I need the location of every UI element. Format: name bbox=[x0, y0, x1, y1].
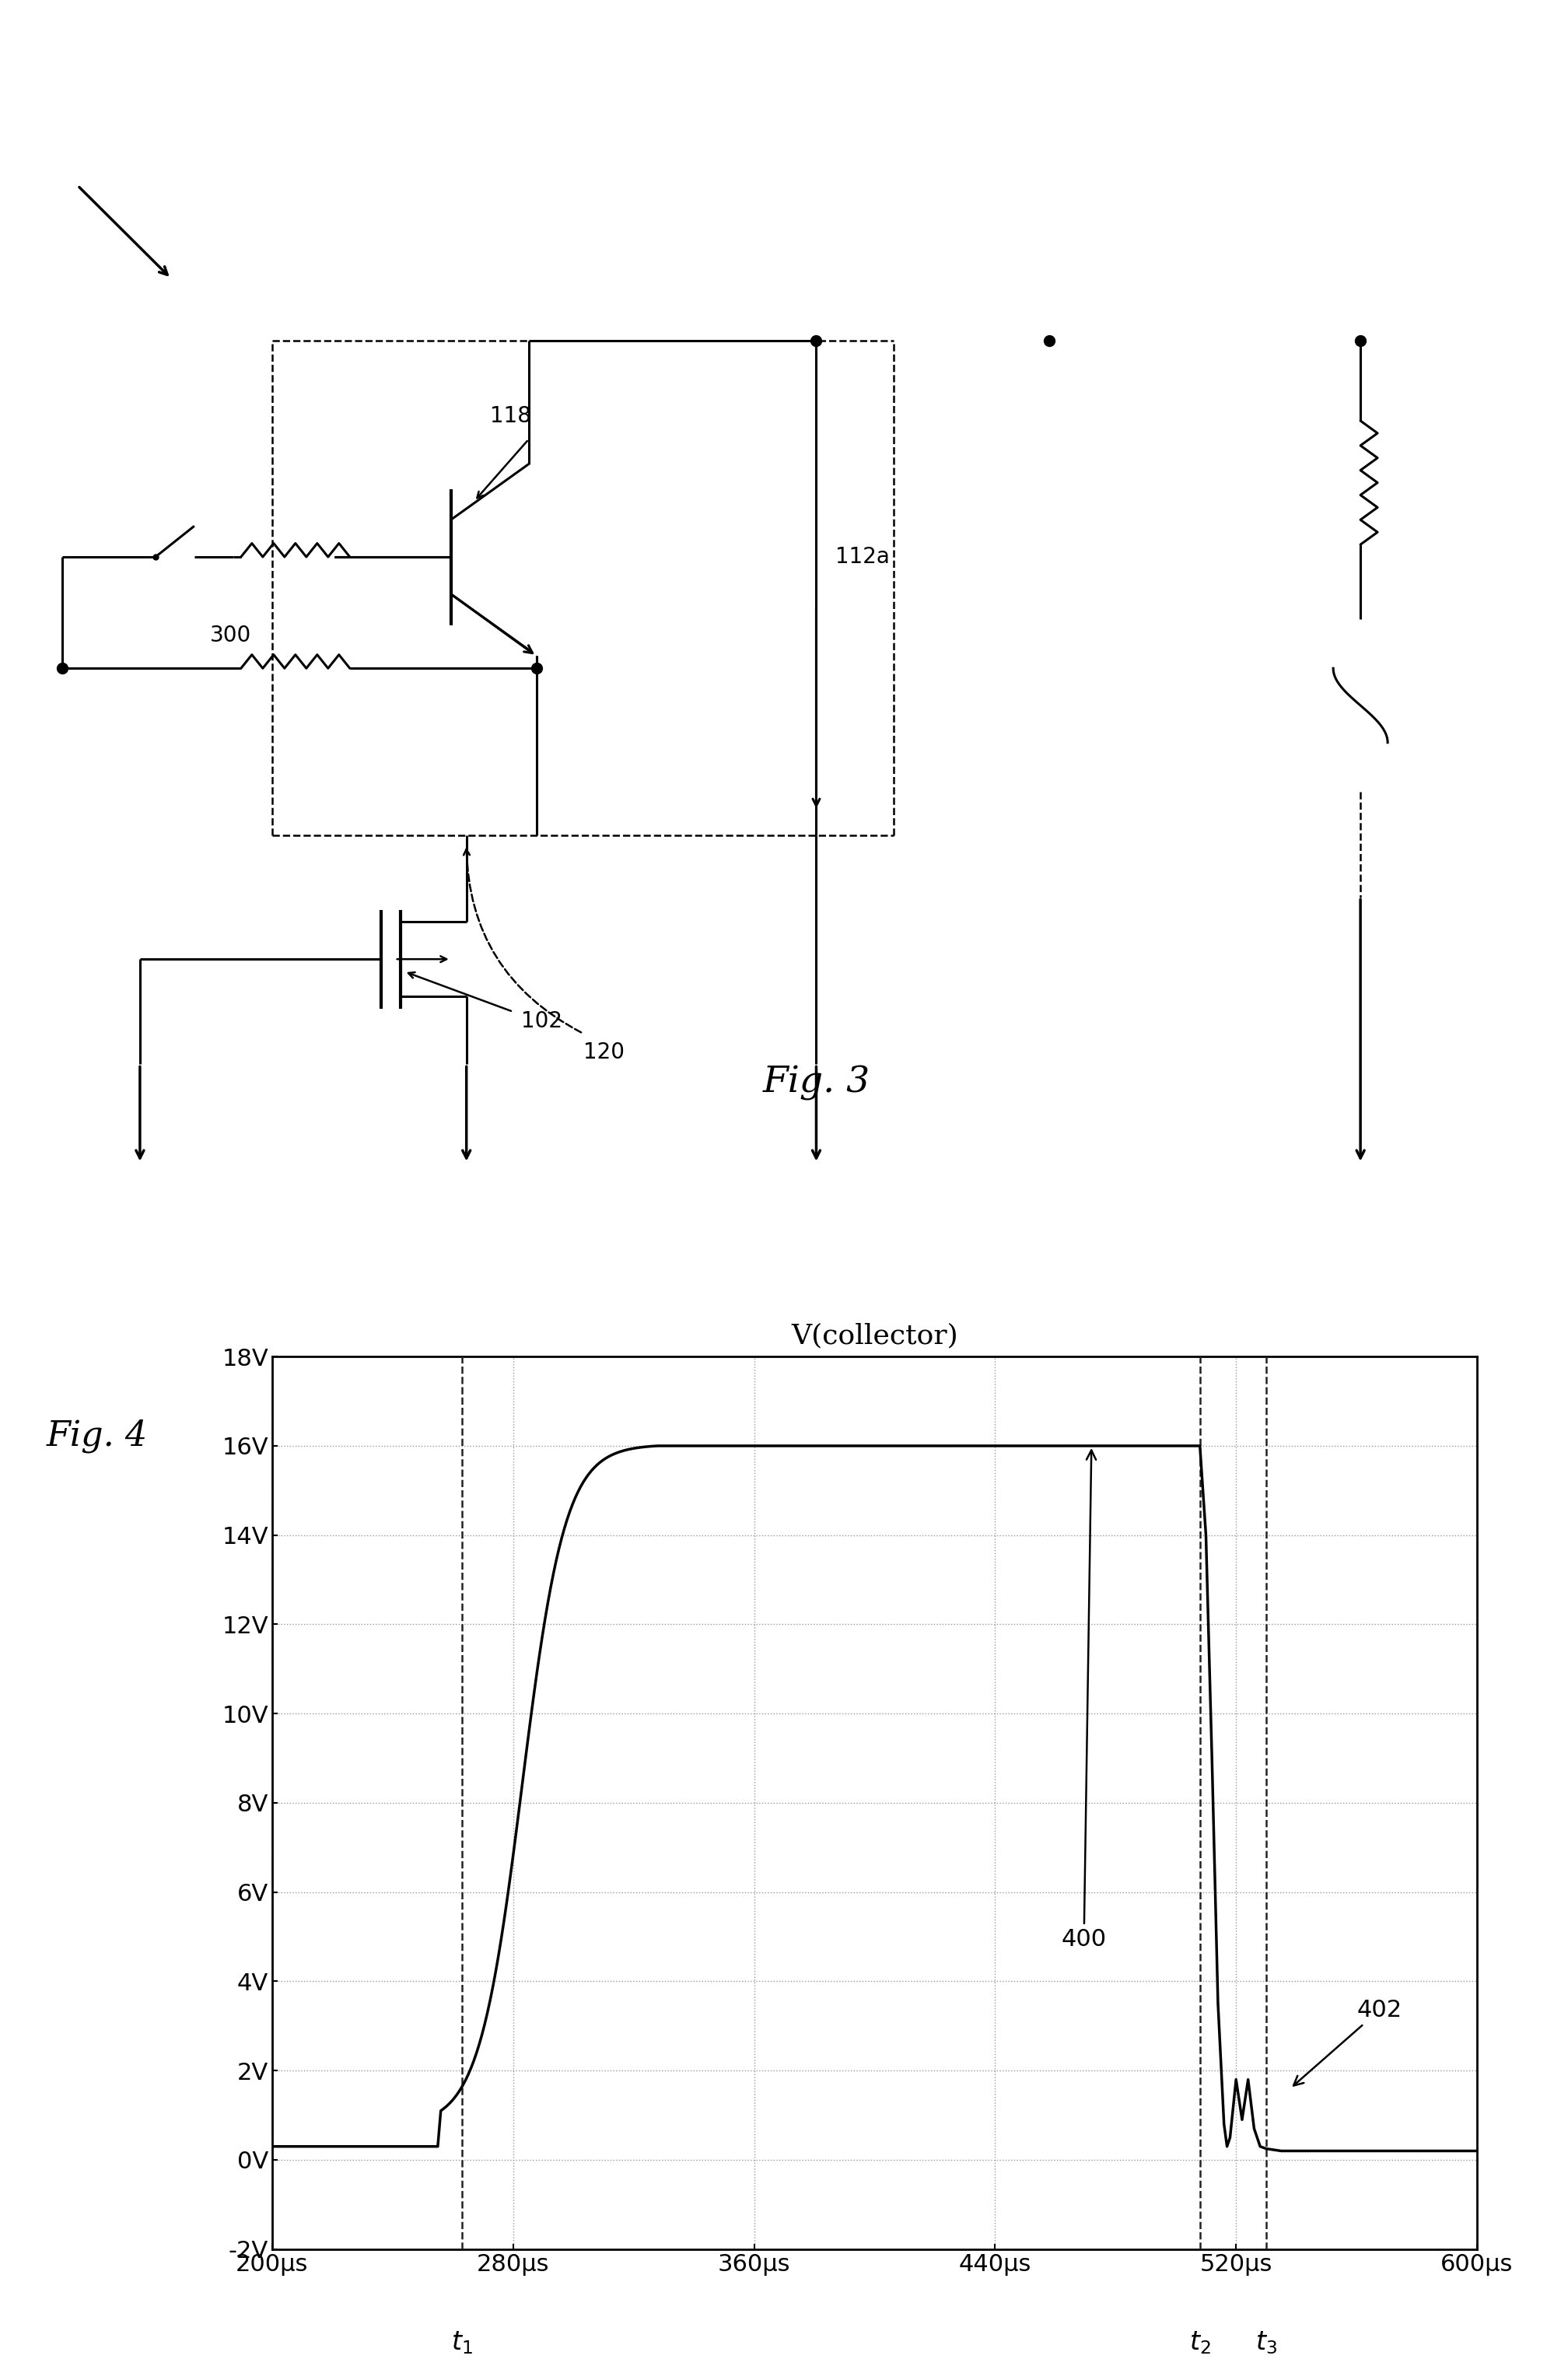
Text: 400: 400 bbox=[1061, 1449, 1106, 1949]
Text: 300: 300 bbox=[210, 626, 252, 647]
Text: $t_2$: $t_2$ bbox=[1189, 2330, 1211, 2356]
Title: V(collector): V(collector) bbox=[791, 1323, 957, 1349]
Text: 112a: 112a bbox=[836, 545, 889, 569]
Text: 102: 102 bbox=[521, 1009, 563, 1033]
Text: 120: 120 bbox=[583, 1040, 625, 1064]
Text: Fig. 3: Fig. 3 bbox=[761, 1066, 870, 1100]
Text: $t_1$: $t_1$ bbox=[451, 2330, 472, 2356]
Text: 402: 402 bbox=[1293, 1999, 1402, 2085]
Text: 118: 118 bbox=[490, 405, 530, 426]
Text: Fig. 4: Fig. 4 bbox=[47, 1418, 148, 1452]
Text: $t_3$: $t_3$ bbox=[1254, 2330, 1276, 2356]
